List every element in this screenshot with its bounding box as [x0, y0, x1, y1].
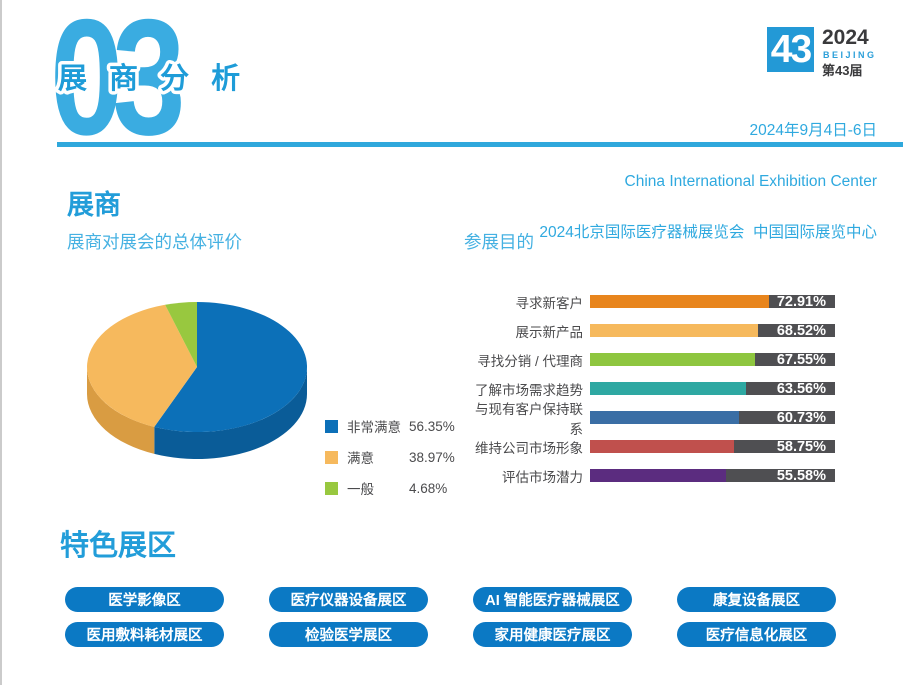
bar-track: 63.56% — [590, 380, 835, 397]
header-divider — [57, 142, 903, 147]
bar-value-label: 72.91% — [776, 293, 826, 310]
exhibitor-heading: 展商 — [67, 190, 121, 220]
bar-row: 评估市场潜力 55.58% — [464, 461, 842, 490]
satisfaction-pie-chart — [87, 302, 308, 459]
bar-row: 展示新产品 68.52% — [464, 316, 842, 345]
bar-row: 维持公司市场形象 58.75% — [464, 432, 842, 461]
bar-track: 67.55% — [590, 351, 835, 368]
event-info: 2024年9月4日-6日 China International Exhibit… — [539, 88, 877, 275]
featured-zones-heading: 特色展区 — [60, 530, 177, 562]
bar-row: 了解市场需求趋势 63.56% — [464, 374, 842, 403]
legend-item: 非常满意 56.35% — [325, 416, 455, 436]
bar-track: 72.91% — [590, 293, 835, 310]
bar-category-label: 与现有客户保持联系 — [475, 401, 583, 437]
badge-city: BEIJING — [823, 50, 877, 60]
legend-swatch-icon — [325, 419, 338, 433]
bar-category-label: 寻求新客户 — [515, 295, 584, 311]
bar-category-label: 了解市场需求趋势 — [475, 382, 583, 398]
zone-pill-home-health: 家用健康医疗展区 — [473, 622, 632, 647]
event-date: 2024年9月4日-6日 — [749, 122, 877, 139]
purpose-bar-chart: 寻求新客户 72.91% 展示新产品 68.52% 寻找分销 / 代理商 67.… — [464, 287, 842, 490]
zone-pill-medical-imaging: 医学影像区 — [65, 587, 224, 612]
bar-value-label: 55.58% — [776, 467, 826, 484]
legend-value: 38.97% — [409, 449, 455, 465]
bar-track: 58.75% — [590, 438, 835, 455]
featured-zones-grid: 医学影像区 医疗仪器设备展区 AI 智能医疗器械展区 康复设备展区 医用敷料耗材… — [65, 587, 836, 647]
zone-pill-medical-it: 医疗信息化展区 — [677, 622, 836, 647]
edition-number-badge: 43 — [767, 27, 814, 72]
badge-year: 2024 — [822, 26, 869, 49]
bar-row: 寻找分销 / 代理商 67.55% — [464, 345, 842, 374]
bar-value-label: 67.55% — [776, 351, 826, 368]
bar-fill — [590, 439, 734, 454]
bar-value-label: 60.73% — [776, 409, 826, 426]
legend-item: 一般 4.68% — [325, 478, 455, 498]
bar-chart-title: 参展目的 — [464, 232, 534, 252]
bar-category-label: 评估市场潜力 — [502, 469, 583, 485]
bar-category-label: 维持公司市场形象 — [475, 440, 583, 456]
bar-value-label: 68.52% — [776, 322, 826, 339]
bar-fill — [590, 323, 758, 338]
badge-edition: 第43届 — [822, 63, 863, 78]
legend-label: 满意 — [347, 451, 374, 466]
bar-track: 55.58% — [590, 467, 835, 484]
bar-fill — [590, 352, 756, 367]
zone-pill-ai-medical-devices: AI 智能医疗器械展区 — [473, 587, 632, 612]
bar-value-label: 63.56% — [776, 380, 826, 397]
zone-pill-medical-dressings: 医用敷料耗材展区 — [65, 622, 224, 647]
zone-pill-rehabilitation-equipment: 康复设备展区 — [677, 587, 836, 612]
pie-chart-title: 展商对展会的总体评价 — [67, 232, 242, 252]
legend-value: 4.68% — [409, 480, 448, 496]
bar-track: 60.73% — [590, 409, 835, 426]
section-number: 03 — [50, 0, 186, 169]
event-name-cn: 2024北京国际医疗器械展览会 中国国际展览中心 — [539, 224, 877, 241]
bar-fill — [590, 468, 727, 483]
section-title: 展 商 分 析 — [55, 59, 247, 99]
legend-label: 一般 — [347, 482, 374, 497]
bar-fill — [590, 381, 746, 396]
legend-label: 非常满意 — [347, 420, 401, 435]
legend-swatch-icon — [325, 481, 338, 495]
section-title-text: 展 商 分 析 — [58, 62, 247, 95]
zone-pill-medical-instruments: 医疗仪器设备展区 — [269, 587, 428, 612]
bar-category-label: 展示新产品 — [515, 324, 584, 340]
bar-fill — [590, 294, 769, 309]
pie-legend: 非常满意 56.35% 满意 38.97% 一般 4.68% — [325, 416, 455, 498]
legend-swatch-icon — [325, 450, 338, 464]
bar-track: 68.52% — [590, 322, 835, 339]
event-venue-en: China International Exhibition Center — [624, 173, 877, 190]
bar-value-label: 58.75% — [776, 438, 826, 455]
bar-fill — [590, 410, 739, 425]
bar-row: 与现有客户保持联系 60.73% — [464, 402, 842, 437]
bar-row: 寻求新客户 72.91% — [464, 287, 842, 316]
bar-category-label: 寻找分销 / 代理商 — [477, 353, 583, 369]
legend-value: 56.35% — [409, 418, 455, 434]
zone-pill-laboratory-medicine: 检验医学展区 — [269, 622, 428, 647]
legend-item: 满意 38.97% — [325, 447, 455, 467]
